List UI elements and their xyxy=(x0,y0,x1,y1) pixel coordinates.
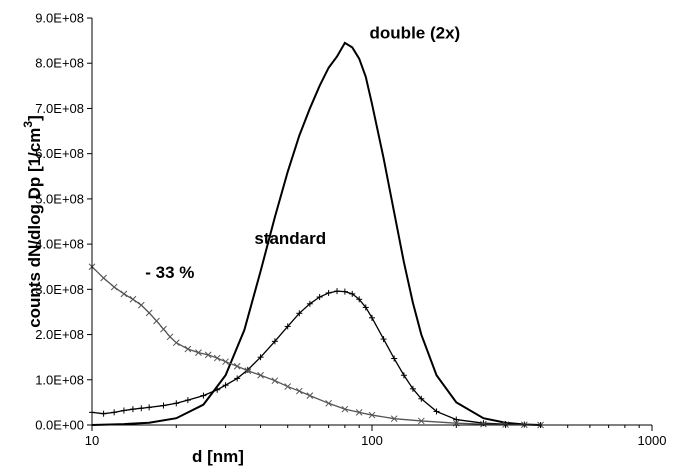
x-axis-title: d [nm] xyxy=(192,447,244,466)
data-point xyxy=(257,354,264,361)
data-point xyxy=(153,317,160,325)
y-tick-label: 7.0E+08 xyxy=(35,101,84,116)
y-axis-title: counts dN/dlog Dp [1/cm3] xyxy=(21,115,44,328)
data-point xyxy=(418,395,425,402)
data-point xyxy=(341,405,349,413)
data-point xyxy=(334,288,341,295)
data-point xyxy=(214,386,221,393)
data-point xyxy=(325,289,332,296)
series-1 xyxy=(89,288,544,428)
annotation-layer: double (2x) standard - 33 % xyxy=(145,23,460,282)
data-point xyxy=(306,392,314,399)
data-point xyxy=(160,402,167,409)
data-point xyxy=(409,385,416,392)
y-tick-label: 0.0E+00 xyxy=(35,418,84,433)
data-point xyxy=(184,397,191,404)
data-point xyxy=(316,294,323,301)
data-point xyxy=(306,300,313,307)
data-point xyxy=(120,407,127,414)
series-line xyxy=(91,266,541,426)
data-point xyxy=(222,358,229,366)
data-point xyxy=(120,290,128,298)
data-point xyxy=(145,309,153,317)
data-point xyxy=(129,295,137,303)
y-tick-label: 9.0E+08 xyxy=(35,11,84,26)
data-point xyxy=(160,325,167,333)
data-point xyxy=(244,367,252,375)
data-point xyxy=(166,333,174,341)
data-point xyxy=(349,290,356,297)
data-point xyxy=(480,420,487,428)
data-point xyxy=(356,296,363,303)
y-axis-title-superscript: 3 xyxy=(21,121,35,128)
axes-layer xyxy=(91,18,652,426)
data-point xyxy=(391,355,398,362)
data-point xyxy=(100,410,107,417)
y-axis-title-close: ] xyxy=(25,115,44,121)
series-annotation: double (2x) xyxy=(370,23,461,42)
data-point xyxy=(100,274,107,282)
series-0 xyxy=(91,41,541,426)
data-point xyxy=(146,404,153,411)
data-point xyxy=(296,310,303,317)
x-tick-label: 10 xyxy=(85,433,99,448)
x-tick-label: 100 xyxy=(361,433,383,448)
labels-layer: d [nm] counts dN/dlog Dp [1/cm3] xyxy=(21,115,244,466)
data-point xyxy=(213,354,221,362)
data-point xyxy=(129,406,136,413)
data-point xyxy=(417,417,425,425)
data-point xyxy=(433,408,440,415)
x-tick-label: 1000 xyxy=(638,433,667,448)
data-point xyxy=(368,411,376,419)
data-point xyxy=(138,405,145,412)
data-point xyxy=(380,336,387,343)
data-point xyxy=(390,415,398,423)
data-point xyxy=(110,283,118,291)
data-point xyxy=(295,387,303,395)
series-line xyxy=(91,41,541,426)
data-point xyxy=(284,323,291,330)
data-point xyxy=(284,383,292,390)
y-tick-label: 4.0E+08 xyxy=(35,237,84,252)
data-point xyxy=(204,351,212,359)
y-tick-label: 1.0E+08 xyxy=(35,372,84,387)
data-point xyxy=(271,377,279,385)
data-point xyxy=(341,288,348,295)
data-point xyxy=(200,392,207,399)
series-2 xyxy=(88,263,544,429)
data-point xyxy=(271,338,278,345)
data-point xyxy=(369,314,375,321)
data-point xyxy=(184,345,192,353)
data-point xyxy=(172,339,180,347)
data-point xyxy=(355,408,363,416)
data-point xyxy=(453,416,460,423)
data-point xyxy=(325,399,332,407)
series-annotation: - 33 % xyxy=(145,263,194,282)
series-line xyxy=(91,290,541,426)
y-tick-label: 8.0E+08 xyxy=(35,56,84,71)
data-point xyxy=(222,382,229,389)
y-tick-label: 2.0E+08 xyxy=(35,327,84,342)
data-point xyxy=(195,349,202,356)
data-point xyxy=(111,409,118,416)
data-point xyxy=(233,362,241,370)
y-axis-title-main: counts dN/dlog Dp [1/cm xyxy=(25,128,44,328)
data-point xyxy=(362,304,369,311)
data-point xyxy=(137,301,145,309)
y-tick-label: 5.0E+08 xyxy=(35,191,84,206)
data-point xyxy=(400,372,407,379)
data-point xyxy=(257,371,264,379)
data-point xyxy=(173,400,180,407)
data-point xyxy=(234,375,241,382)
series-annotation: standard xyxy=(254,229,326,248)
y-tick-label: 6.0E+08 xyxy=(35,146,84,161)
ticks-layer: 0.0E+00 1.0E+08 2.0E+08 3.0E+08 4.0E+08 5.0E+… xyxy=(35,11,666,449)
y-tick-label: 3.0E+08 xyxy=(35,282,84,297)
